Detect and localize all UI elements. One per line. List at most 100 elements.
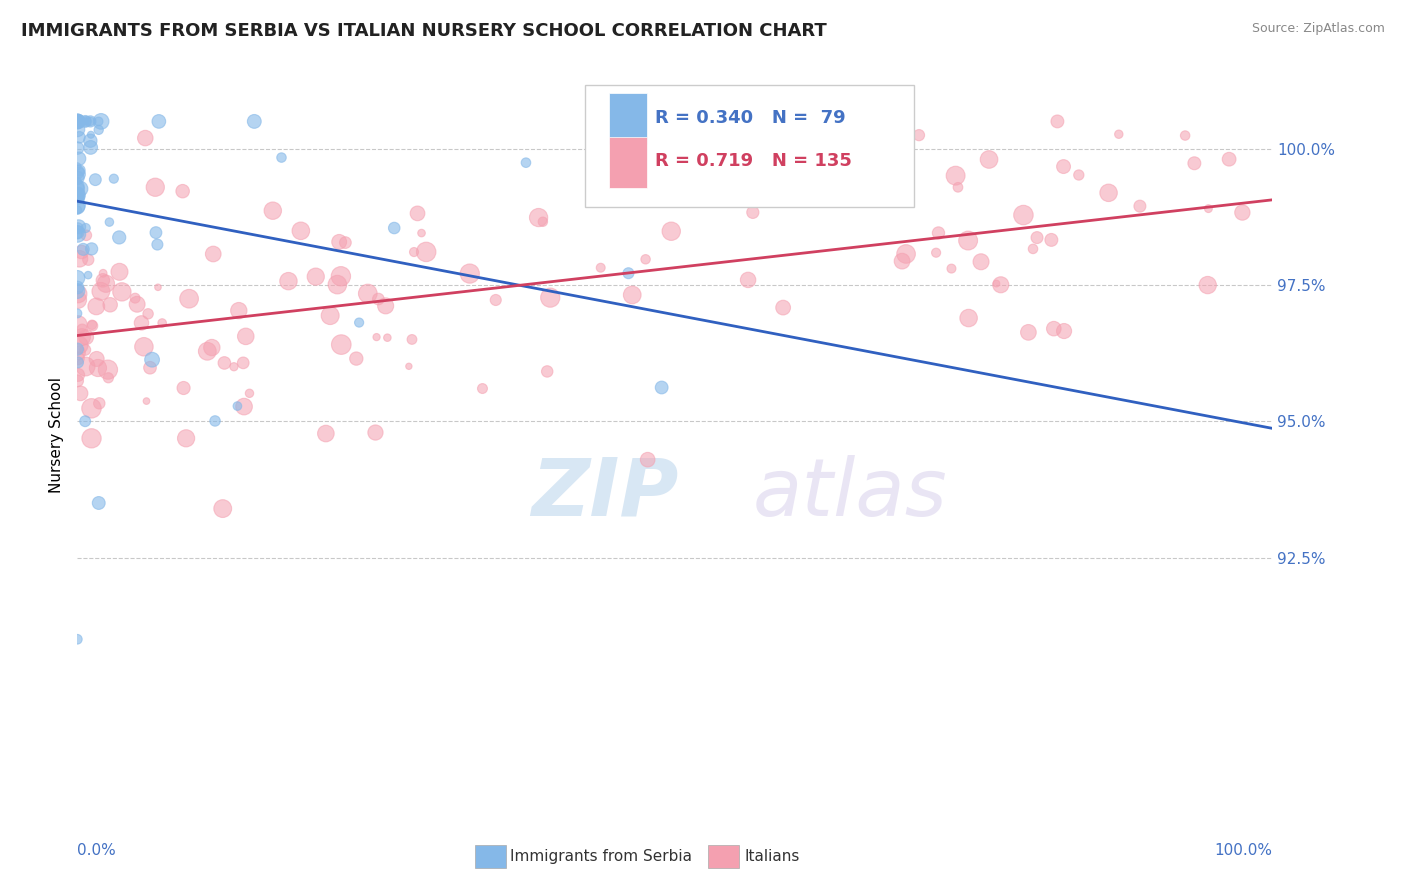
Point [124,291,146,305]
Point [617,266,640,280]
Point [66,286,89,301]
Point [772,301,794,315]
Point [67,252,90,266]
Point [319,309,342,323]
Point [398,359,420,374]
Point [243,114,266,128]
Point [1046,114,1069,128]
Point [1043,321,1066,335]
Point [66,374,89,388]
Point [66,200,89,214]
Point [66,186,89,200]
Point [637,452,659,467]
Point [75,359,97,374]
Point [66,342,89,356]
Point [75,114,97,128]
Point [69,163,91,178]
Point [927,226,949,240]
Point [66,188,89,202]
Point [66,160,89,174]
Point [70,322,93,336]
Point [66,202,89,217]
Point [134,131,156,145]
Point [146,237,169,252]
Point [80,401,103,416]
Point [66,355,89,369]
Point [232,356,254,370]
Point [66,632,89,647]
Point [66,114,89,128]
Point [357,286,380,301]
Point [1182,156,1205,170]
Point [173,381,195,395]
Point [90,114,112,128]
Point [823,160,845,174]
Point [97,362,120,376]
Point [145,226,167,240]
Point [402,245,425,260]
Point [75,228,97,243]
Point [132,340,155,354]
Point [66,293,89,307]
Point [315,426,337,441]
Point [66,165,89,179]
Point [98,215,121,229]
Point [84,299,107,313]
Point [172,184,194,198]
Point [66,182,89,196]
Point [366,330,388,344]
Point [1129,199,1152,213]
Point [204,414,226,428]
Point [328,235,350,249]
Point [228,303,250,318]
Point [1022,242,1045,256]
Point [108,265,131,279]
Point [195,344,218,359]
Point [329,269,352,284]
Point [908,128,931,143]
Point [66,192,89,206]
Point [66,141,89,155]
Point [103,171,125,186]
Point [1218,152,1240,166]
Point [177,292,200,306]
Point [66,174,89,188]
Point [66,114,89,128]
Point [79,140,101,154]
Text: ZIP: ZIP [531,455,679,533]
Y-axis label: Nursery School: Nursery School [49,376,65,493]
Point [66,271,89,285]
Point [108,230,131,244]
Point [377,331,399,345]
Text: IMMIGRANTS FROM SERBIA VS ITALIAN NURSERY SCHOOL CORRELATION CHART: IMMIGRANTS FROM SERBIA VS ITALIAN NURSER… [21,22,827,40]
Point [66,306,89,320]
Point [66,198,89,212]
Point [67,167,90,181]
Point [201,341,224,355]
Text: Italians: Italians [744,849,800,864]
Point [925,245,948,260]
Point [277,274,299,288]
Point [415,244,437,259]
Point [66,114,89,128]
Point [94,277,117,291]
Point [946,180,969,194]
Point [77,252,100,267]
FancyBboxPatch shape [609,94,647,145]
Point [111,285,134,299]
Point [79,114,101,128]
Point [226,399,249,413]
Point [485,293,508,307]
Point [970,254,993,268]
Point [335,235,357,250]
Point [131,316,153,330]
Point [66,114,89,128]
Text: 100.0%: 100.0% [1215,843,1272,858]
Point [411,226,433,240]
Point [290,224,312,238]
Point [150,316,173,330]
Point [66,114,89,128]
Point [364,425,387,440]
Point [75,114,97,128]
Point [66,227,89,241]
